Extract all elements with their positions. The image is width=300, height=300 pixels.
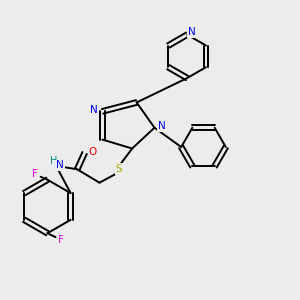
Text: N: N bbox=[56, 160, 64, 170]
Text: N: N bbox=[188, 27, 196, 37]
Text: S: S bbox=[116, 164, 122, 174]
Text: N: N bbox=[90, 106, 98, 116]
Text: F: F bbox=[32, 169, 38, 179]
Text: N: N bbox=[158, 121, 166, 131]
Text: H: H bbox=[50, 156, 57, 166]
Text: O: O bbox=[88, 147, 97, 157]
Text: F: F bbox=[58, 235, 64, 245]
